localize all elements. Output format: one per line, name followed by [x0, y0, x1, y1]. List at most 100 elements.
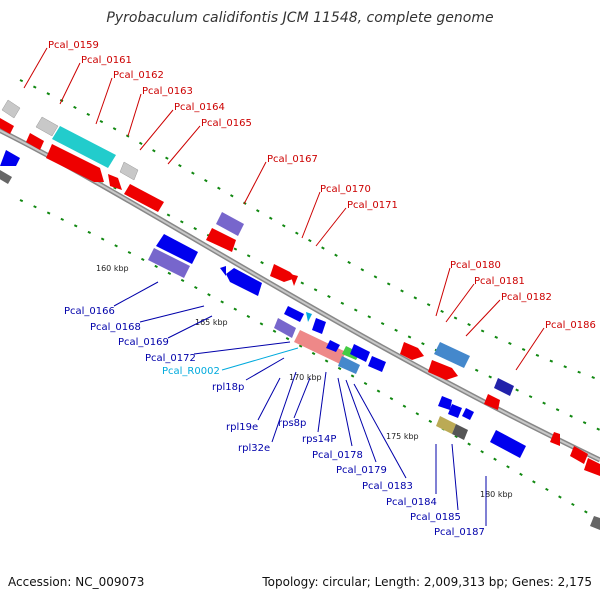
- gene-label: Pcal_0169: [118, 337, 169, 348]
- label-leader: [127, 93, 142, 137]
- gene-feature: [284, 306, 304, 322]
- label-leader: [353, 383, 407, 479]
- gene-label: Pcal_0162: [113, 70, 164, 81]
- gene-label: Pcal_0168: [90, 322, 141, 333]
- label-leader: [257, 377, 281, 421]
- gene-feature: [350, 344, 370, 362]
- gene-feature: [148, 248, 190, 278]
- gene-feature: [0, 170, 12, 184]
- accession-label: Accession: NC_009073: [8, 575, 144, 589]
- gene-label: Pcal_0159: [48, 40, 99, 51]
- gene-feature: [46, 144, 104, 182]
- gene-feature: [368, 356, 386, 372]
- label-leader: [451, 443, 459, 511]
- label-leader: [301, 191, 321, 239]
- gene-feature: [226, 268, 262, 296]
- gene-feature: [306, 312, 312, 322]
- reverse-gene-labels: [113, 281, 487, 526]
- gene-feature: [119, 161, 139, 181]
- label-leader: [139, 305, 205, 323]
- gene-label: Pcal_0184: [386, 497, 437, 508]
- gene-feature: [220, 266, 226, 276]
- gene-label: Pcal_0180: [450, 260, 501, 271]
- gene-feature: [494, 378, 514, 396]
- outer-tick-track: [19, 79, 600, 381]
- gene-feature: [438, 396, 452, 410]
- gene-label: Pcal_0183: [362, 481, 413, 492]
- gene-feature: [550, 432, 560, 446]
- gene-feature: [1, 99, 21, 119]
- gene-label: Pcal_0170: [320, 184, 371, 195]
- label-leader: [245, 357, 285, 381]
- gene-feature: [274, 318, 296, 338]
- gene-feature: [338, 356, 360, 374]
- forward-gene-label-text: Pcal_0159 Pcal_0161 Pcal_0162 Pcal_0163 …: [48, 40, 596, 331]
- scale-label: 170 kbp: [289, 373, 322, 382]
- gene-features: [0, 99, 600, 530]
- label-leader: [243, 161, 267, 205]
- label-leader: [193, 341, 291, 355]
- scale-labels: 160 kbp 165 kbp 170 kbp 175 kbp 180 kbp: [96, 264, 513, 499]
- gene-feature: [26, 133, 44, 150]
- gene-label: Pcal_0171: [347, 200, 398, 211]
- label-leader: [315, 207, 347, 247]
- gene-label: Pcal_0165: [201, 118, 252, 129]
- gene-label: Pcal_0185: [410, 512, 461, 523]
- gene-label: Pcal_0163: [142, 86, 193, 97]
- gene-feature: [490, 430, 526, 458]
- gene-feature: [590, 516, 600, 530]
- gene-label: Pcal_0187: [434, 527, 485, 538]
- gene-feature: [434, 342, 470, 368]
- gene-label: Pcal_0164: [174, 102, 225, 113]
- gene-label: Pcal_0186: [545, 320, 596, 331]
- label-leader: [139, 109, 174, 151]
- map-title: Pyrobaculum calidifontis JCM 11548, comp…: [106, 10, 493, 26]
- gene-feature: [436, 416, 456, 434]
- gene-label: Pcal_0178: [312, 450, 363, 461]
- gene-feature: [452, 424, 468, 440]
- label-leader: [293, 377, 311, 419]
- label-leader: [435, 267, 451, 317]
- gene-label: Pcal_0166: [64, 306, 115, 317]
- gene-feature: [206, 228, 236, 252]
- gene-label: rpl32e: [238, 443, 270, 454]
- inner-tick-track: [19, 199, 600, 521]
- gene-label: rps8p: [278, 418, 306, 429]
- label-leader: [445, 283, 475, 323]
- label-leader: [221, 347, 299, 371]
- label-leader: [167, 315, 213, 339]
- scale-label: 175 kbp: [386, 432, 419, 441]
- gene-feature: [428, 360, 458, 380]
- gene-feature: [290, 274, 298, 286]
- gene-feature: [35, 116, 59, 137]
- gene-feature: [584, 458, 600, 476]
- genome-summary: Topology: circular; Length: 2,009,313 bp…: [261, 575, 592, 589]
- gene-feature: [108, 174, 122, 190]
- gene-label: Pcal_0161: [81, 55, 132, 66]
- label-leader: [345, 379, 377, 463]
- gene-feature: [52, 126, 116, 168]
- gene-label: Pcal_0167: [267, 154, 318, 165]
- label-leader: [167, 125, 201, 165]
- gene-label: rps14P: [302, 434, 336, 445]
- gene-feature: [448, 404, 462, 418]
- gene-feature: [312, 318, 326, 334]
- gene-feature: [270, 264, 296, 282]
- gene-feature: [0, 150, 20, 166]
- gene-feature: [294, 330, 346, 364]
- label-leader: [113, 281, 159, 307]
- gene-feature: [216, 212, 244, 236]
- gene-label: rpl19e: [226, 422, 258, 433]
- gene-feature: [124, 184, 164, 212]
- gene-feature: [570, 446, 588, 464]
- label-leader: [515, 327, 545, 371]
- gene-feature: [484, 394, 500, 410]
- scale-label: 160 kbp: [96, 264, 129, 273]
- tick-tracks: [19, 79, 600, 521]
- gene-feature: [326, 340, 340, 352]
- gene-feature: [400, 342, 424, 360]
- label-leader: [271, 371, 297, 443]
- gene-label: rpl18p: [212, 382, 244, 393]
